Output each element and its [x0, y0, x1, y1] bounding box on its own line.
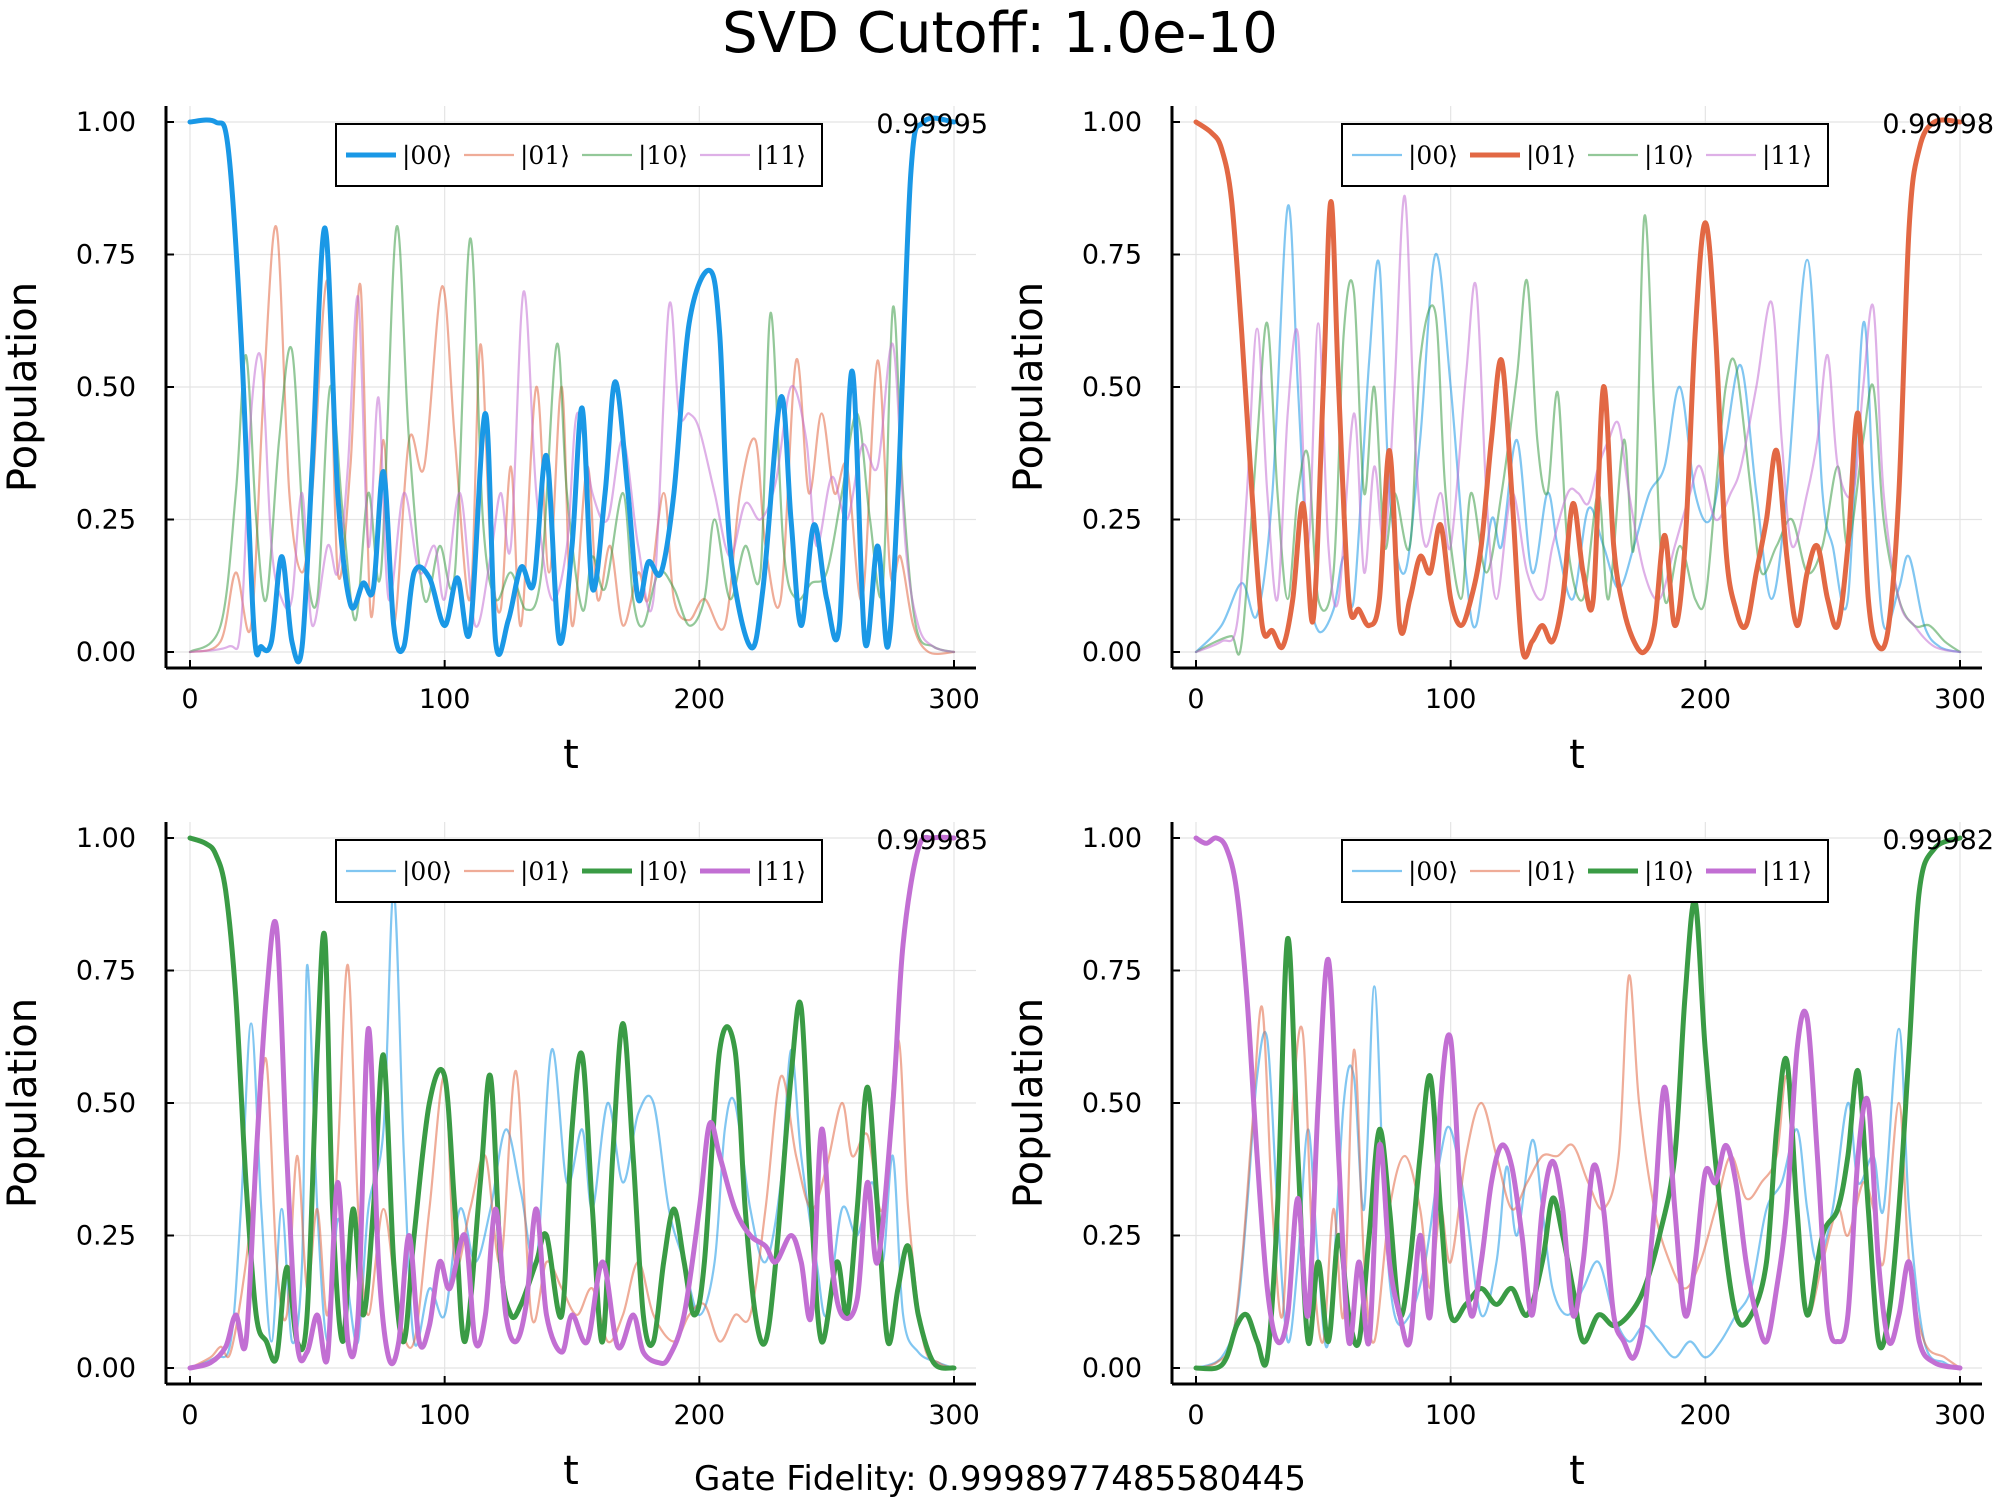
series-line-11: [1193, 835, 1963, 1371]
legend-label-10: |10⟩: [1644, 141, 1694, 171]
x-tick-label: 0: [1187, 684, 1204, 715]
series-line-01: [188, 964, 956, 1370]
legend-label-01: |01⟩: [520, 141, 570, 171]
series-line-10: [1194, 214, 1962, 656]
legend: |00⟩ |01⟩ |10⟩ |11⟩: [1341, 839, 1829, 903]
y-tick-label: 0.75: [76, 240, 136, 271]
y-tick-label: 1.00: [76, 823, 136, 854]
y-tick-label: 0.50: [76, 1088, 136, 1119]
x-tick-label: 0: [181, 684, 198, 715]
x-tick-label: 200: [674, 1400, 726, 1431]
x-tick-label: 100: [1425, 684, 1477, 715]
x-tick-label: 300: [1934, 1400, 1986, 1431]
panels: 0 100 200 300 0.00 0.25 0.50 0.75 1.00 t Populatio…: [0, 106, 1994, 1494]
y-tick-label: 0.25: [76, 1221, 136, 1252]
x-tick-label: 200: [1680, 684, 1732, 715]
y-axis-label: Population: [1006, 282, 1052, 492]
series-line-11: [187, 834, 957, 1371]
series-group: [1193, 117, 1963, 660]
x-axis-label: t: [1569, 732, 1585, 778]
y-tick-label: 0.00: [76, 637, 136, 668]
series-line-00: [187, 115, 957, 665]
legend-label-11: |11⟩: [756, 857, 806, 887]
y-axis-label: Population: [0, 282, 46, 492]
y-axis-label: Population: [1006, 998, 1052, 1208]
y-tick-label: 0.50: [1082, 372, 1142, 403]
panel-bottom-left: 0 100 200 300 0.00 0.25 0.50 0.75 1.00 t Populatio…: [0, 822, 988, 1494]
panel-top-right: 0 100 200 300 0.00 0.25 0.50 0.75 1.00 t Populatio…: [1006, 106, 1994, 778]
x-tick-label: 100: [419, 1400, 471, 1431]
legend-label-00: |00⟩: [402, 141, 452, 171]
y-tick-label: 0.25: [76, 505, 136, 536]
series-line-11: [1194, 195, 1962, 654]
legend-label-10: |10⟩: [1644, 857, 1694, 887]
y-tick-label: 0.25: [1082, 1221, 1142, 1252]
legend: |00⟩ |01⟩ |10⟩ |11⟩: [335, 123, 823, 187]
legend-label-00: |00⟩: [402, 857, 452, 887]
series-group: [1193, 835, 1963, 1372]
panel-bottom-right: 0 100 200 300 0.00 0.25 0.50 0.75 1.00 t Populatio…: [1006, 822, 1994, 1494]
legend-label-01: |01⟩: [1526, 857, 1576, 887]
x-tick-label: 300: [1934, 684, 1986, 715]
series-group: [187, 115, 957, 665]
legend-label-10: |10⟩: [638, 857, 688, 887]
y-tick-label: 0.25: [1082, 505, 1142, 536]
x-tick-label: 0: [1187, 1400, 1204, 1431]
series-line-01: [1194, 974, 1962, 1370]
fidelity-annotation: 0.99982: [1882, 825, 1994, 856]
y-tick-label: 0.00: [1082, 637, 1142, 668]
fidelity-annotation: 0.99985: [876, 825, 988, 856]
legend-label-11: |11⟩: [756, 141, 806, 171]
y-tick-label: 0.75: [76, 956, 136, 987]
legend-label-00: |00⟩: [1408, 857, 1458, 887]
y-tick-label: 1.00: [76, 107, 136, 138]
legend: |00⟩ |01⟩ |10⟩ |11⟩: [335, 839, 823, 903]
x-tick-label: 0: [181, 1400, 198, 1431]
series-line-01: [1193, 117, 1963, 660]
fidelity-annotation: 0.99998: [1882, 109, 1994, 140]
x-axis-label: t: [1569, 1448, 1585, 1494]
x-tick-label: 200: [674, 684, 726, 715]
legend-label-00: |00⟩: [1408, 141, 1458, 171]
series-line-10: [187, 835, 957, 1371]
y-tick-label: 0.50: [1082, 1088, 1142, 1119]
series-line-11: [188, 290, 956, 654]
figure-title: SVD Cutoff: 1.0e-10: [722, 1, 1278, 66]
series-line-00: [1194, 204, 1962, 654]
series-group: [187, 834, 957, 1371]
series-line-10: [1193, 835, 1963, 1372]
x-tick-label: 300: [928, 684, 980, 715]
x-tick-label: 300: [928, 1400, 980, 1431]
x-tick-label: 100: [419, 684, 471, 715]
y-tick-label: 0.75: [1082, 956, 1142, 987]
panel-top-left: 0 100 200 300 0.00 0.25 0.50 0.75 1.00 t Populatio…: [0, 106, 988, 778]
legend-label-01: |01⟩: [520, 857, 570, 887]
legend-label-11: |11⟩: [1762, 857, 1812, 887]
y-tick-label: 0.00: [1082, 1353, 1142, 1384]
x-axis-label: t: [563, 1448, 579, 1494]
legend-label-10: |10⟩: [638, 141, 688, 171]
y-axis-label: Population: [0, 998, 46, 1208]
y-tick-label: 1.00: [1082, 107, 1142, 138]
y-tick-label: 0.50: [76, 372, 136, 403]
legend-label-11: |11⟩: [1762, 141, 1812, 171]
x-axis-label: t: [563, 732, 579, 778]
legend-label-01: |01⟩: [1526, 141, 1576, 171]
y-tick-label: 1.00: [1082, 823, 1142, 854]
gate-fidelity-label: Gate Fidelity: 0.9998977485580445: [694, 1459, 1306, 1499]
x-tick-label: 200: [1680, 1400, 1732, 1431]
fidelity-annotation: 0.99995: [876, 109, 988, 140]
legend: |00⟩ |01⟩ |10⟩ |11⟩: [1341, 123, 1829, 187]
y-tick-label: 0.00: [76, 1353, 136, 1384]
x-tick-label: 100: [1425, 1400, 1477, 1431]
y-tick-label: 0.75: [1082, 240, 1142, 271]
